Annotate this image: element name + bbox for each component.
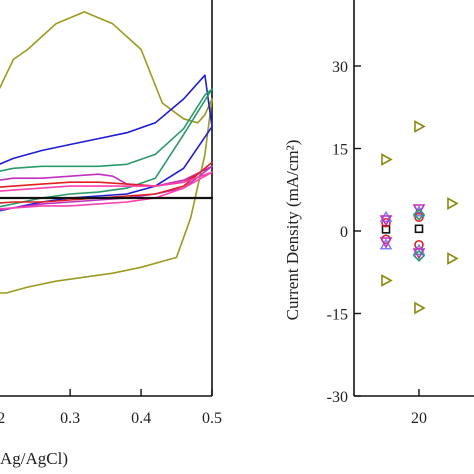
right-y-tick-label: 15 bbox=[332, 142, 348, 159]
cv-curve-4 bbox=[0, 161, 213, 204]
left-x-tick-label: 0.4 bbox=[131, 410, 151, 427]
right-y-tick-label: -30 bbox=[327, 389, 348, 406]
cv-curve-0 bbox=[0, 11, 213, 294]
cv-curve-1 bbox=[0, 74, 213, 212]
right-y-axis-title: Current Density (mA/cm²) bbox=[283, 140, 302, 321]
scatter-point bbox=[414, 224, 424, 234]
scatter-point bbox=[412, 208, 426, 221]
left-x-tick-label: 0.3 bbox=[60, 410, 80, 427]
scatter-point bbox=[447, 197, 459, 210]
right-y-tick-label: 0 bbox=[340, 224, 348, 241]
scatter-point bbox=[412, 204, 426, 216]
scatter-point bbox=[447, 252, 459, 265]
right-x-tick-label: 20 bbox=[411, 410, 427, 427]
scatter-point bbox=[414, 120, 426, 133]
right-y-tick-label: -15 bbox=[327, 307, 348, 324]
scatter-point bbox=[412, 249, 426, 262]
scatter-point bbox=[379, 238, 393, 250]
left-x-tick-label: .2 bbox=[0, 410, 5, 427]
scatter-point bbox=[414, 301, 426, 315]
right-chart: -30 -15 0 15 30 20 Current Density (mA/cm²) bbox=[283, 0, 474, 427]
right-y-tick-label: 30 bbox=[332, 59, 348, 76]
left-x-axis-title: Ag/AgCl) bbox=[0, 449, 68, 468]
scatter-point bbox=[379, 215, 393, 227]
left-x-tick-label: 0.5 bbox=[202, 410, 222, 427]
scatter-point bbox=[379, 237, 393, 249]
scatter-point bbox=[381, 274, 393, 287]
scatter-point bbox=[381, 217, 391, 228]
cv-curve-5 bbox=[0, 171, 213, 210]
left-chart: .2 0.3 0.4 0.5 Ag/AgCl) bbox=[0, 0, 222, 468]
cv-curve-2 bbox=[0, 88, 213, 208]
scatter-point bbox=[381, 153, 393, 166]
